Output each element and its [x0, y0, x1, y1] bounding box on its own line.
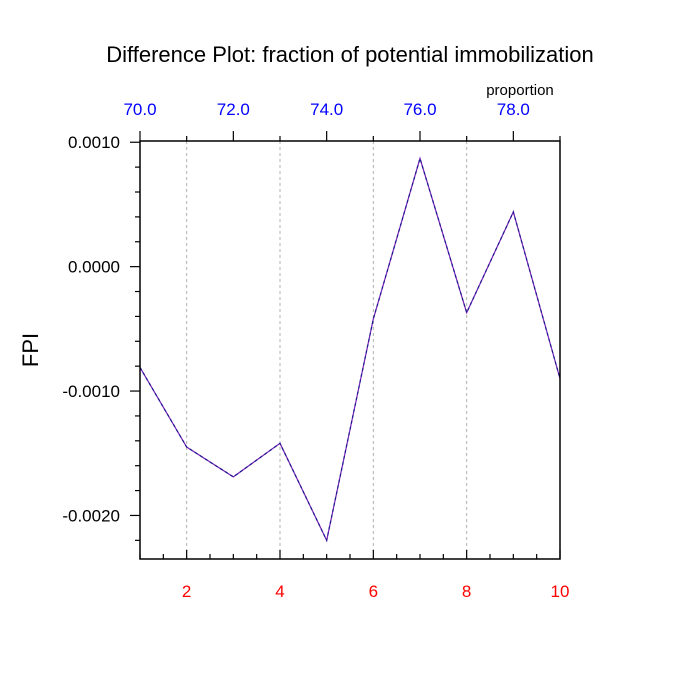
series-line-dash [139, 156, 561, 543]
top-tick-label: 70.0 [123, 100, 156, 119]
y-tick-label: -0.0020 [62, 506, 120, 525]
top-axis-label: proportion [486, 82, 554, 99]
bottom-tick-label: 4 [275, 582, 284, 601]
y-tick-label: 0.0000 [68, 258, 120, 277]
chart-title: Difference Plot: fraction of potential i… [106, 42, 594, 67]
vertical-grid-lines [186, 141, 468, 559]
y-axis-label: FPI [18, 333, 43, 367]
bottom-tick-label: 2 [182, 582, 191, 601]
axis-ticks [130, 131, 561, 559]
bottom-tick-label: 8 [462, 582, 471, 601]
top-tick-label: 72.0 [217, 100, 250, 119]
top-tick-label: 76.0 [403, 100, 436, 119]
top-tick-label: 74.0 [310, 100, 343, 119]
series-layer [139, 156, 561, 543]
y-tick-label: -0.0010 [62, 382, 120, 401]
top-tick-label: 78.0 [497, 100, 530, 119]
y-tick-label: 0.0010 [68, 133, 120, 152]
tick-labels: 2 4 6 8 10 70.0 72.0 74.0 76.0 78.0 0.0010 0.0000 -0… [62, 100, 569, 601]
bottom-tick-label: 6 [369, 582, 378, 601]
bottom-tick-label: 10 [551, 582, 570, 601]
